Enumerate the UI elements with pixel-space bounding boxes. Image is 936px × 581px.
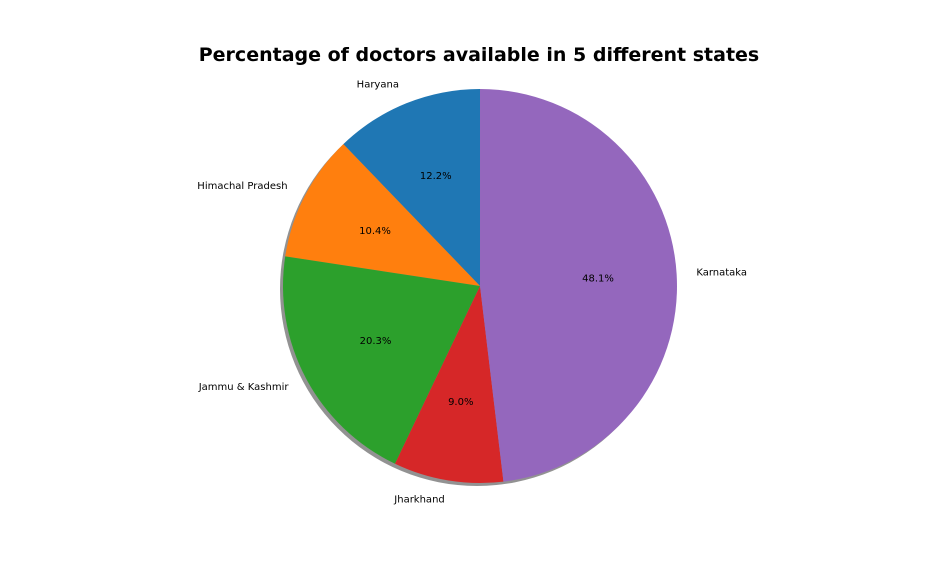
slice-percent-label: 10.4% (359, 226, 391, 237)
pie-slice-himachal-pradesh (285, 144, 480, 286)
slice-category-label: Jammu & Kashmir (198, 382, 290, 393)
slice-percent-label: 48.1% (582, 273, 614, 284)
pie-slice-jharkhand (395, 286, 504, 483)
pie-slice-jammu-kashmir (283, 256, 480, 464)
slice-category-label: Haryana (357, 80, 399, 91)
slice-percent-label: 9.0% (448, 397, 473, 408)
pie-slice-karnataka (480, 89, 677, 482)
slice-percent-label: 20.3% (360, 336, 392, 347)
slice-category-label: Jharkhand (393, 494, 444, 505)
slice-category-label: Himachal Pradesh (197, 181, 287, 192)
pie-slice-haryana (343, 89, 480, 286)
slice-category-label: Karnataka (696, 268, 747, 279)
slice-percent-label: 12.2% (420, 171, 452, 182)
chart-title: Percentage of doctors available in 5 dif… (198, 44, 760, 66)
